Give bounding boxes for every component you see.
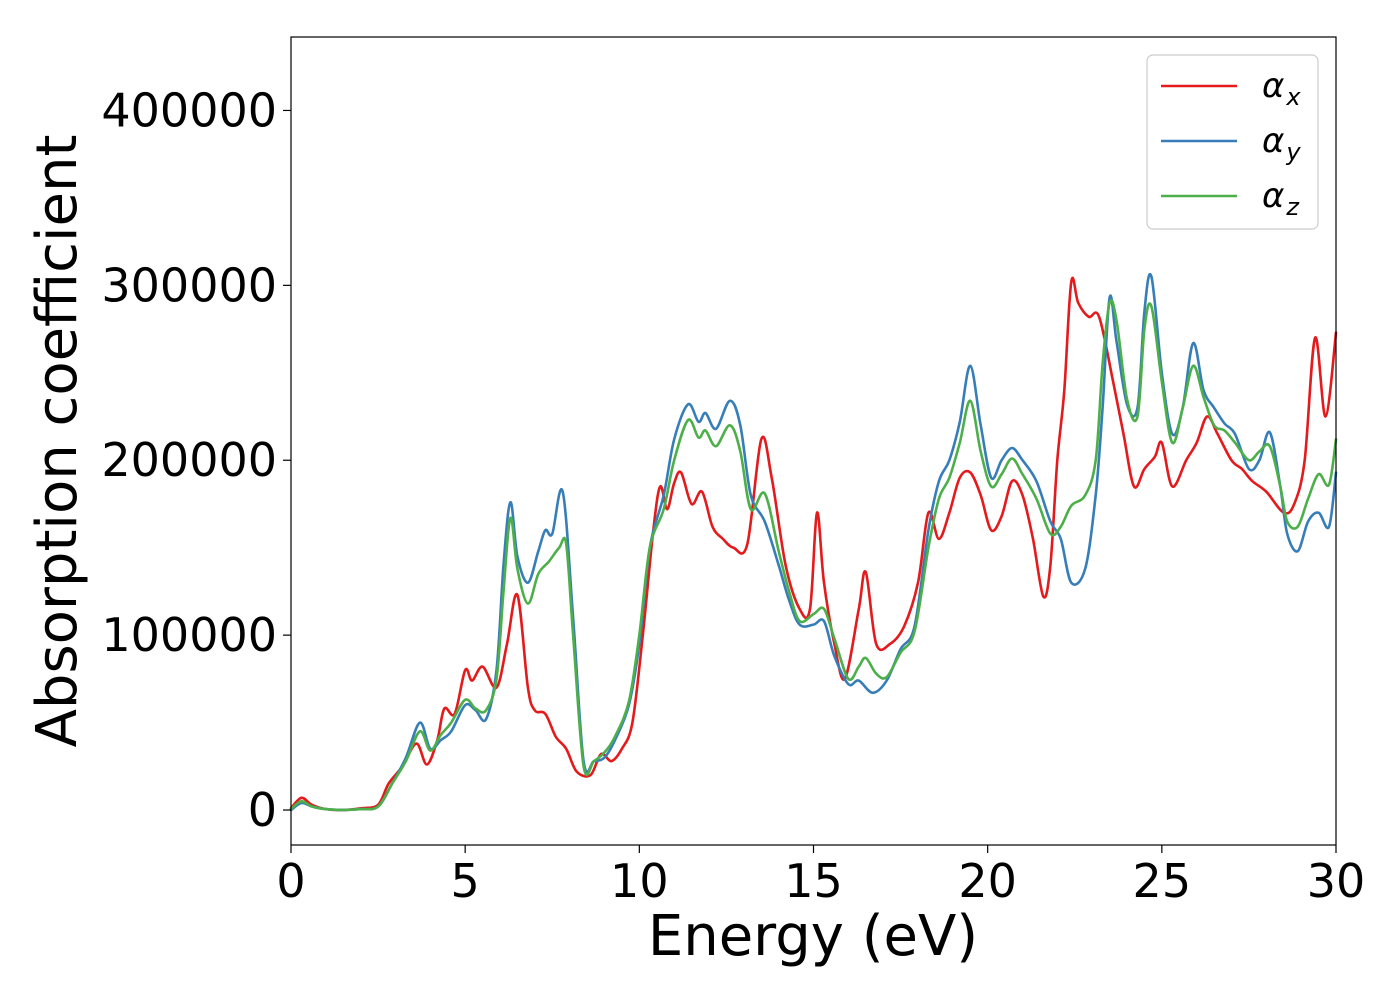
x-axis-title: Energy (eV) xyxy=(648,904,978,969)
legend: αx αy αz xyxy=(1146,54,1319,230)
x-axis: 0 5 10 15 20 25 30 xyxy=(276,845,1365,908)
y-tick-label: 400000 xyxy=(101,83,277,137)
x-tick-label: 15 xyxy=(784,854,843,908)
x-tick-label: 30 xyxy=(1307,854,1366,908)
legend-label-y: αy xyxy=(1262,121,1301,166)
x-tick-label: 10 xyxy=(610,854,669,908)
x-tick-label: 20 xyxy=(958,854,1017,908)
y-axis: 0 100000 200000 300000 400000 xyxy=(101,83,291,837)
legend-label-z: αz xyxy=(1262,176,1300,221)
x-tick-label: 0 xyxy=(276,854,305,908)
y-tick-label: 200000 xyxy=(101,433,277,487)
y-tick-label: 300000 xyxy=(101,258,277,312)
x-tick-label: 5 xyxy=(451,854,480,908)
legend-label-x: αx xyxy=(1262,66,1301,111)
y-tick-label: 0 xyxy=(248,783,277,837)
series-layer xyxy=(289,272,1338,812)
series-line-z xyxy=(289,298,1338,812)
y-axis-title: Absorption coefficient xyxy=(25,135,90,748)
y-tick-label: 100000 xyxy=(101,608,277,662)
x-tick-label: 25 xyxy=(1133,854,1192,908)
